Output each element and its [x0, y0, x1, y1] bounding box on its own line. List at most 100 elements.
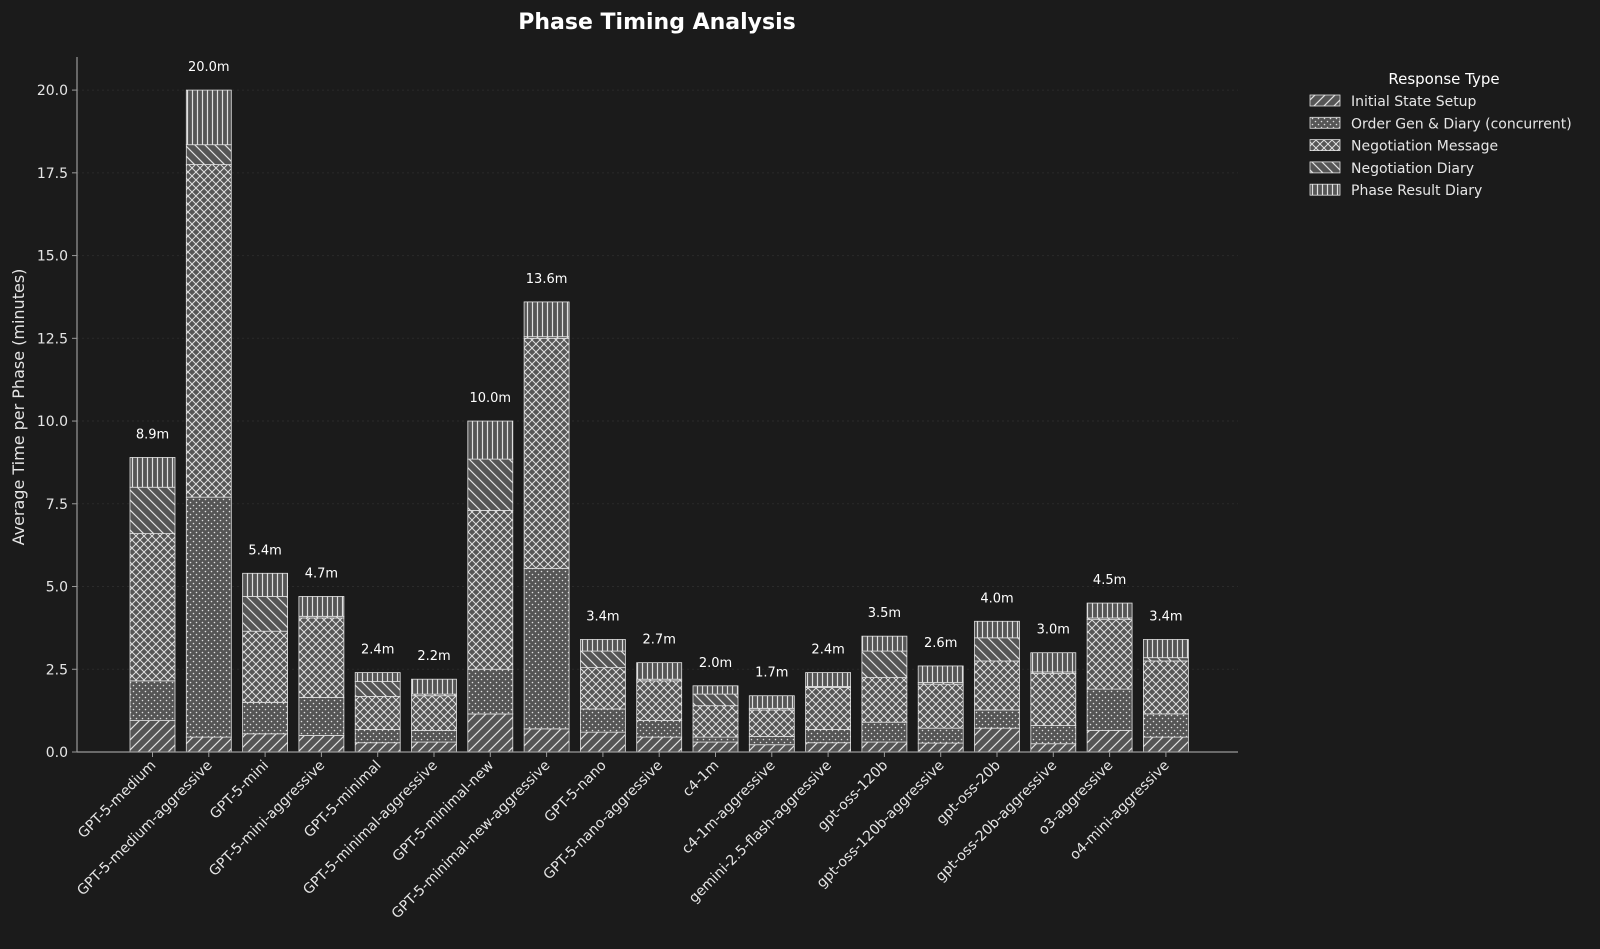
y-tick-label: 7.5 — [46, 497, 68, 513]
bar-segment — [974, 709, 1020, 729]
bar-segment — [129, 720, 176, 753]
legend-swatch — [1309, 116, 1341, 129]
bar-segment — [1143, 660, 1189, 715]
x-tick-label: c4-1m-aggressive — [679, 758, 779, 858]
bar-segment — [298, 617, 345, 698]
bar-stack — [917, 665, 964, 753]
total-label: 4.0m — [980, 591, 1013, 606]
legend-label: Phase Result Diary — [1351, 183, 1482, 199]
bar-segment — [861, 721, 908, 743]
bar-segment — [523, 301, 570, 338]
bar-segment — [805, 687, 851, 730]
bars — [129, 89, 1189, 753]
bar-segment — [411, 730, 457, 743]
bar-segment — [974, 620, 1020, 639]
bar-segment — [861, 741, 908, 753]
bar-segment — [467, 668, 514, 715]
bar-segment — [805, 729, 851, 744]
bar-segment — [636, 662, 683, 680]
total-label: 4.7m — [305, 566, 338, 581]
total-label: 8.9m — [136, 427, 169, 442]
bar-segment — [692, 741, 739, 753]
legend-label: Negotiation Message — [1351, 139, 1498, 155]
bar-segment — [185, 496, 232, 738]
bar-segment — [917, 742, 964, 753]
bar-segment — [242, 733, 289, 753]
bar-segment — [1086, 688, 1133, 731]
bar-segment — [467, 713, 514, 753]
bar-segment — [354, 681, 401, 697]
total-label: 2.4m — [361, 643, 394, 658]
total-label: 3.4m — [586, 609, 619, 624]
y-tick-label: 20.0 — [37, 83, 68, 99]
bar-segment — [1030, 725, 1077, 745]
bar-segment — [467, 420, 514, 460]
bar-segment — [692, 693, 739, 707]
bar-stack — [185, 89, 232, 753]
bar-segment — [1086, 730, 1133, 753]
bar-segment — [748, 744, 795, 753]
bar-segment — [354, 672, 401, 682]
total-label: 4.5m — [1093, 573, 1126, 588]
total-label: 5.4m — [248, 543, 281, 558]
bar-segment — [242, 701, 289, 735]
bar-segment — [354, 742, 401, 753]
bar-stack — [1086, 602, 1133, 753]
bar-stack — [523, 301, 570, 753]
bar-segment — [467, 510, 514, 670]
bar-segment — [1030, 743, 1077, 753]
legend-label: Initial State Setup — [1351, 94, 1477, 110]
bar-stack — [1143, 639, 1189, 753]
bar-segment — [917, 727, 964, 744]
bar-segment — [129, 486, 176, 534]
bar-stack — [298, 596, 345, 753]
total-label: 3.0m — [1037, 623, 1070, 638]
legend-swatch — [1309, 183, 1341, 196]
bar-segment — [129, 533, 176, 682]
bar-segment — [861, 650, 908, 678]
bar-stack — [354, 672, 401, 753]
y-tick-label: 0.0 — [46, 745, 68, 761]
bar-segment — [805, 742, 851, 753]
bar-stack — [129, 457, 176, 753]
bar-segment — [636, 736, 683, 753]
bar-segment — [1086, 602, 1133, 619]
bar-segment — [129, 680, 176, 721]
bar-segment — [1030, 673, 1077, 726]
bar-stack — [636, 662, 683, 753]
bar-segment — [917, 665, 964, 683]
bar-segment — [861, 677, 908, 723]
bar-segment — [748, 709, 795, 737]
bar-segment — [411, 678, 457, 695]
total-label: 2.0m — [699, 656, 732, 671]
bar-segment — [917, 683, 964, 729]
bar-stack — [974, 620, 1020, 753]
bar-segment — [354, 729, 401, 744]
bar-segment — [636, 720, 683, 738]
y-tick-label: 10.0 — [37, 414, 68, 430]
bar-segment — [636, 680, 683, 721]
bar-segment — [692, 705, 739, 738]
bar-segment — [1086, 619, 1133, 690]
bar-segment — [580, 667, 626, 710]
bar-segment — [692, 685, 739, 695]
y-tick-label: 5.0 — [46, 580, 68, 596]
legend-swatch — [1309, 139, 1341, 152]
x-tick-label: c4-1m — [680, 758, 723, 801]
legend: Response Type Initial State Setup Order G… — [1309, 70, 1572, 199]
total-label: 3.4m — [1149, 609, 1182, 624]
total-label: 20.0m — [188, 60, 230, 75]
bar-segment — [242, 596, 289, 632]
bar-segment — [354, 696, 401, 730]
chart-title: Phase Timing Analysis — [518, 10, 796, 35]
bar-segment — [185, 164, 232, 498]
x-tick-label: GPT-5-nano-aggressive — [540, 758, 666, 884]
bar-segment — [580, 731, 626, 753]
bar-segment — [467, 458, 514, 511]
bar-segment — [185, 89, 232, 146]
bar-segment — [974, 727, 1020, 753]
bar-segment — [298, 735, 345, 753]
legend-label: Order Gen & Diary (concurrent) — [1351, 116, 1572, 132]
